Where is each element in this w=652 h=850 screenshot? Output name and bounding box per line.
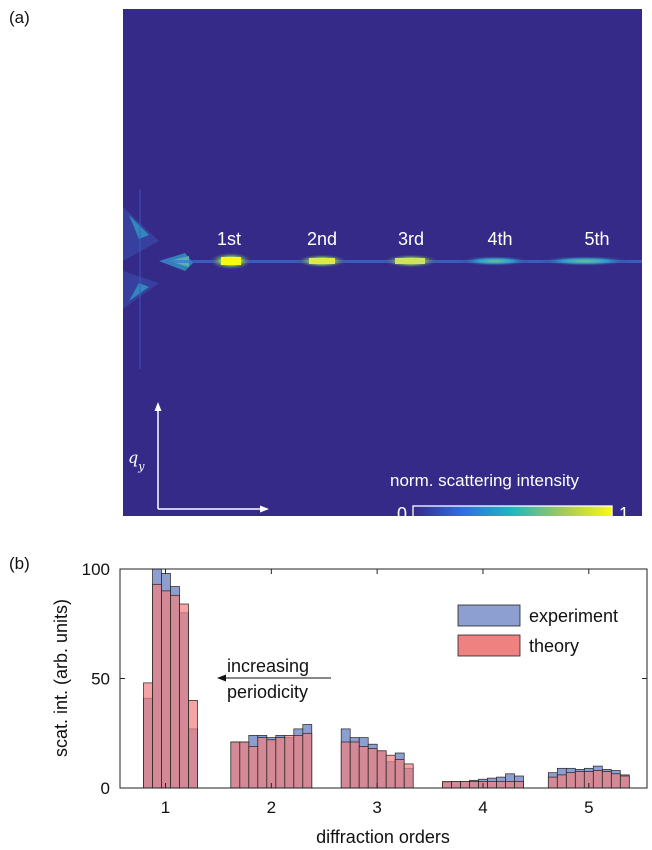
annotation-line-1: increasing bbox=[227, 656, 309, 676]
bar-theory-order3-5 bbox=[376, 750, 387, 789]
order-spot-5 bbox=[539, 256, 631, 266]
order-label-5: 5th bbox=[584, 229, 609, 249]
x-tick-label-3: 3 bbox=[372, 798, 381, 817]
qy-label: qy bbox=[128, 448, 145, 473]
order-label-1: 1st bbox=[217, 229, 241, 249]
ticks-layer: 0 50 100 1 2 3 4 5 bbox=[82, 560, 647, 817]
panel-a-label: (a) bbox=[9, 8, 30, 27]
x-tick-label-1: 1 bbox=[161, 798, 170, 817]
bar-theory-order5-6 bbox=[592, 770, 603, 789]
bars-layer bbox=[143, 568, 630, 789]
bar-theory-order4-9 bbox=[514, 781, 524, 789]
bar-theory-order3-1 bbox=[340, 741, 351, 789]
bar-theory-order5-9 bbox=[619, 775, 630, 789]
bar-theory-order4-2 bbox=[451, 781, 461, 789]
bar-theory-order2-7 bbox=[284, 735, 295, 789]
colorbar bbox=[412, 505, 613, 516]
order-spot-3 bbox=[383, 254, 439, 268]
bar-theory-order3-4 bbox=[367, 748, 378, 789]
bar-theory-order3-2 bbox=[349, 741, 360, 789]
x-tick-label-2: 2 bbox=[267, 798, 276, 817]
bar-theory-order1-5 bbox=[179, 603, 189, 789]
order-spot-2 bbox=[296, 254, 348, 268]
annotation-line-2: periodicity bbox=[227, 682, 308, 702]
bar-theory-order2-5 bbox=[266, 739, 277, 789]
bar-theory-order4-7 bbox=[496, 781, 506, 789]
bar-theory-order5-4 bbox=[574, 771, 585, 789]
x-axis-title: diffraction orders bbox=[316, 827, 450, 847]
colorbar-title: norm. scattering intensity bbox=[390, 471, 579, 490]
bar-theory-order2-9 bbox=[302, 732, 313, 789]
bar-theory-order4-6 bbox=[487, 781, 497, 789]
bar-theory-order4-8 bbox=[505, 781, 515, 789]
bar-theory-order5-8 bbox=[610, 773, 621, 789]
bar-theory-order1-6 bbox=[188, 700, 198, 789]
bar-theory-order4-1 bbox=[442, 781, 452, 789]
bar-theory-order3-7 bbox=[394, 759, 405, 789]
bar-theory-order2-2 bbox=[239, 741, 250, 789]
bar-theory-order1-4 bbox=[170, 594, 180, 789]
order-spot-4 bbox=[459, 256, 531, 266]
bar-theory-order1-2 bbox=[152, 583, 162, 789]
q-axes bbox=[154, 402, 269, 513]
legend: experiment theory bbox=[457, 604, 618, 657]
legend-label-experiment: experiment bbox=[529, 606, 618, 626]
bar-theory-order5-2 bbox=[556, 774, 567, 789]
bar-theory-order1-1 bbox=[143, 682, 153, 789]
bar-theory-order3-8 bbox=[403, 763, 414, 789]
bar-chart: 0 50 100 1 2 3 4 5 scat. int. (arb. units) diff… bbox=[51, 560, 648, 847]
bar-theory-order5-7 bbox=[601, 771, 612, 789]
bar-theory-order3-6 bbox=[385, 754, 396, 789]
bar-theory-order5-1 bbox=[547, 776, 558, 789]
scattering-heatmap: 1st 2nd 3rd 4th 5th qy qx norm. scatteri… bbox=[123, 189, 642, 516]
bar-theory-order2-1 bbox=[230, 741, 241, 789]
bar-theory-order3-3 bbox=[358, 746, 369, 789]
x-tick-label-4: 4 bbox=[478, 798, 487, 817]
scattering-image: 1st 2nd 3rd 4th 5th qy qx norm. scatteri… bbox=[123, 9, 642, 516]
bar-theory-order4-4 bbox=[469, 781, 479, 789]
legend-label-theory: theory bbox=[529, 636, 579, 656]
beam-pattern bbox=[123, 189, 193, 369]
y-tick-label-100: 100 bbox=[82, 560, 110, 579]
bar-theory-order4-3 bbox=[460, 781, 470, 789]
colorbar-min: 0 bbox=[397, 504, 407, 516]
y-axis-title: scat. int. (arb. units) bbox=[51, 599, 71, 757]
annotation-arrowhead bbox=[217, 674, 226, 682]
bar-theory-order5-3 bbox=[565, 772, 576, 789]
panel-b-label: (b) bbox=[9, 554, 30, 573]
order-label-2: 2nd bbox=[307, 229, 337, 249]
y-tick-label-0: 0 bbox=[101, 779, 110, 798]
order-label-4: 4th bbox=[487, 229, 512, 249]
legend-swatch-theory bbox=[457, 634, 521, 657]
colorbar-max: 1 bbox=[619, 504, 629, 516]
order-spot-1 bbox=[209, 252, 253, 270]
order-label-3: 3rd bbox=[398, 229, 424, 249]
bar-theory-order1-3 bbox=[161, 590, 171, 789]
bar-theory-order2-8 bbox=[293, 735, 304, 789]
bar-theory-order2-6 bbox=[275, 737, 286, 789]
bar-theory-order2-4 bbox=[257, 737, 268, 789]
bar-theory-order2-3 bbox=[248, 746, 259, 789]
x-tick-label-5: 5 bbox=[584, 798, 593, 817]
legend-swatch-experiment bbox=[457, 604, 521, 627]
y-tick-label-50: 50 bbox=[91, 670, 110, 689]
